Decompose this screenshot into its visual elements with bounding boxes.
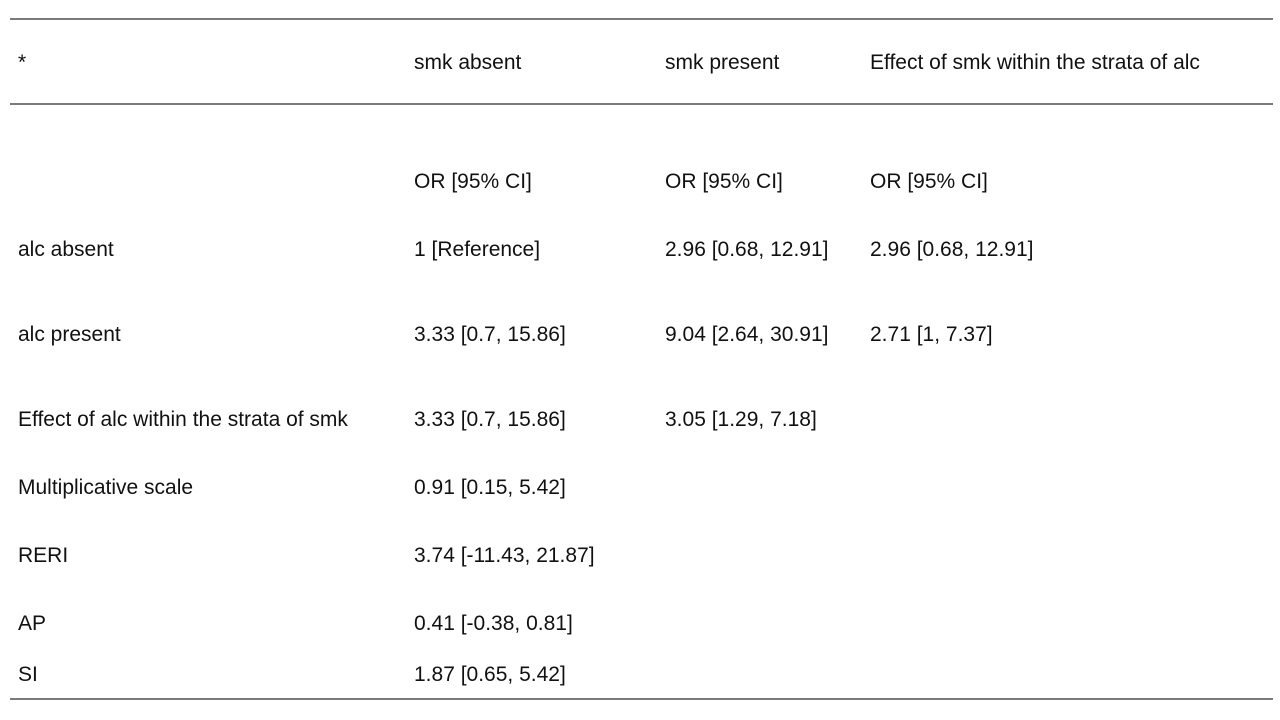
- table-cell: 3.33 [0.7, 15.86]: [414, 323, 566, 346]
- table-cell: 2.96 [0.68, 12.91]: [870, 238, 1034, 261]
- row-label: Multiplicative scale: [18, 476, 194, 499]
- table-cell: 3.33 [0.7, 15.86]: [414, 408, 566, 431]
- table-cell: OR [95% CI]: [870, 170, 988, 193]
- header-cell: smk absent: [414, 51, 522, 74]
- table-cell: 2.96 [0.68, 12.91]: [665, 238, 829, 261]
- row-label: RERI: [18, 544, 69, 567]
- row-label: alc present: [18, 323, 121, 346]
- table-cell: 2.71 [1, 7.37]: [870, 323, 993, 346]
- table-cell: OR [95% CI]: [665, 170, 783, 193]
- table-cell: 3.05 [1.29, 7.18]: [665, 408, 817, 431]
- table-cell: 0.91 [0.15, 5.42]: [414, 476, 566, 499]
- table-cell: 1 [Reference]: [414, 238, 541, 261]
- header-rule: [10, 103, 1273, 105]
- row-label: SI: [18, 663, 38, 686]
- header-cell: smk present: [665, 51, 780, 74]
- table-cell: 9.04 [2.64, 30.91]: [665, 323, 829, 346]
- bottom-rule: [10, 698, 1273, 700]
- table-cell: OR [95% CI]: [414, 170, 532, 193]
- header-cell: *: [18, 51, 27, 74]
- row-label: AP: [18, 612, 47, 635]
- row-label: alc absent: [18, 238, 114, 261]
- top-rule: [10, 18, 1273, 20]
- table-cell: 3.74 [-11.43, 21.87]: [414, 544, 595, 567]
- header-cell: Effect of smk within the strata of alc: [870, 51, 1200, 74]
- table-cell: 0.41 [-0.38, 0.81]: [414, 612, 573, 635]
- table-cell: 1.87 [0.65, 5.42]: [414, 663, 566, 686]
- row-label: Effect of alc within the strata of smk: [18, 408, 348, 431]
